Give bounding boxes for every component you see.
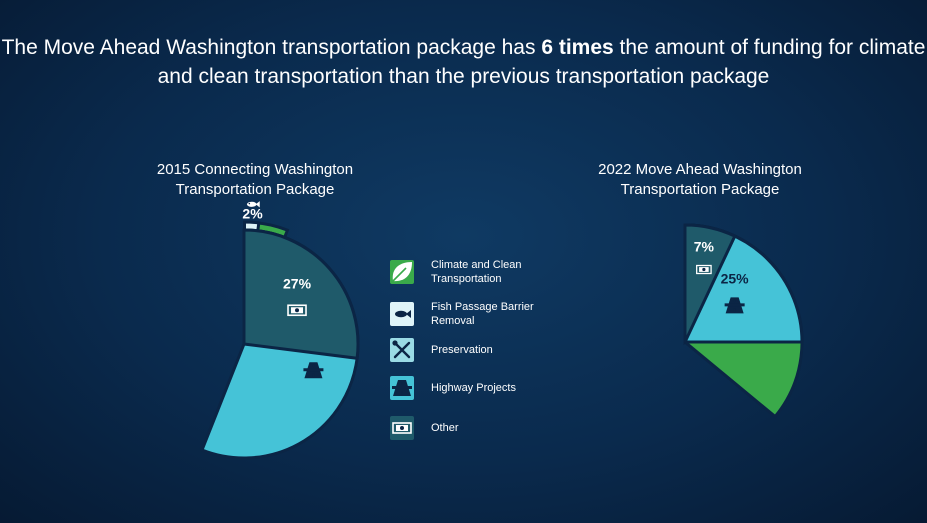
chart-title-2022: 2022 Move Ahead Washington Transportatio… (598, 161, 802, 198)
fish-icon (395, 310, 411, 318)
pie-slice-other (242, 228, 360, 360)
highway-icon (724, 297, 745, 314)
title-part-1: The Move Ahead Washington transportation… (1, 36, 536, 59)
legend-swatch-climate (390, 260, 414, 284)
highway-icon (303, 362, 324, 379)
legend-swatch-highway (390, 376, 414, 400)
pie-label-highway: 25% (721, 270, 750, 286)
title-part-2: the amount of funding for climate and cl… (157, 36, 926, 88)
pie-slice-other (683, 223, 737, 343)
pie-label-other: 27% (283, 275, 312, 291)
legend-item-climate: Climate and Clean Transportation (390, 258, 551, 286)
legend-label-climate: Climate and Clean Transportation (431, 259, 522, 285)
title-line: The Move Ahead Washington transportation… (0, 33, 927, 91)
legend-label-fish-passage: Fish Passage Barrier Removal (431, 301, 534, 327)
legend-label-highway: Highway Projects (431, 382, 516, 394)
legend-label-preservation: Preservation (431, 344, 493, 356)
money-icon (696, 264, 712, 275)
pie-chart-2022: 36%14%18%25%7% (683, 223, 804, 419)
money-icon (287, 304, 307, 317)
highway-icon (392, 380, 412, 396)
pie-chart-2015: 6%2%9%56%27% (200, 201, 360, 460)
pie-label-fish-passage: 2% (242, 205, 263, 221)
legend-swatch-fish-passage (390, 302, 414, 326)
wrench-screwdriver-icon (392, 340, 411, 359)
legend-item-preservation: Preservation (390, 338, 551, 362)
title-emphasis: 6 times (541, 36, 614, 59)
legend-item-highway: Highway Projects (390, 376, 551, 400)
legend-item-fish-passage: Fish Passage Barrier Removal (390, 300, 551, 328)
legend-label-other: Other (431, 422, 459, 434)
leaf-icon (392, 262, 412, 282)
money-icon (392, 422, 412, 434)
chart-title-2015: 2015 Connecting Washington Transportatio… (156, 161, 354, 198)
legend-swatch-other (390, 416, 414, 440)
page-title: The Move Ahead Washington transportation… (0, 33, 927, 91)
fish-icon (246, 201, 260, 208)
legend-swatch-preservation (390, 338, 414, 362)
legend-item-other: Other (390, 416, 551, 440)
pie-label-other: 7% (694, 239, 715, 255)
